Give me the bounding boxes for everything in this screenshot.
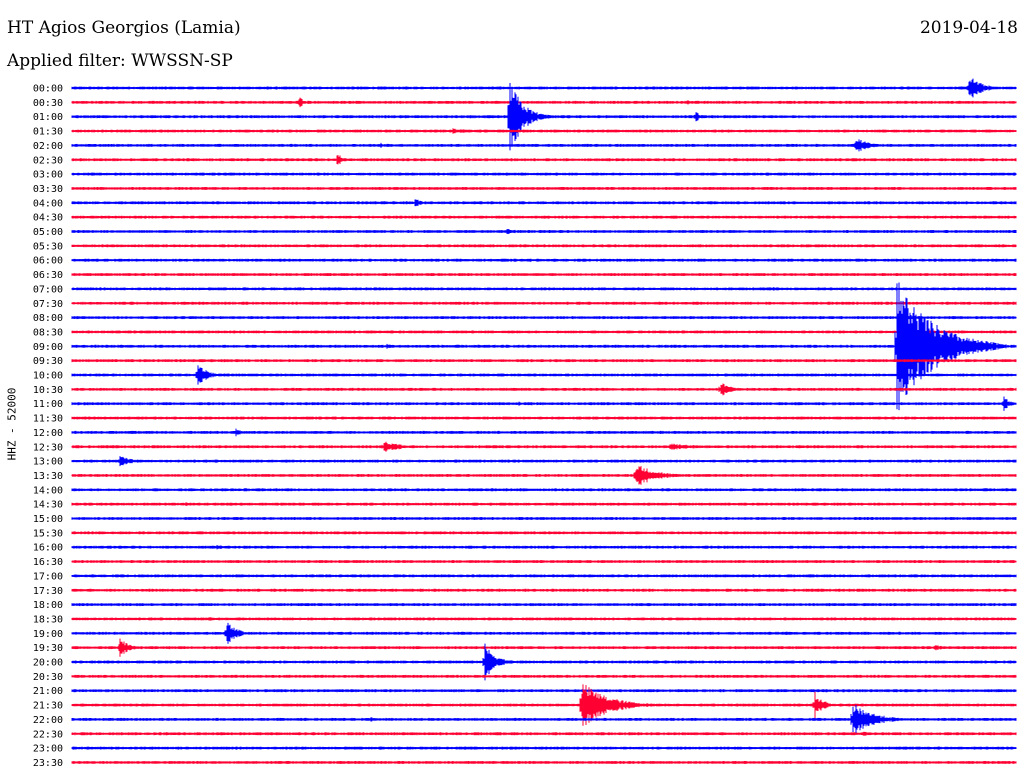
time-label: 19:30 xyxy=(33,643,63,654)
time-label: 23:00 xyxy=(33,744,63,755)
time-label: 15:30 xyxy=(33,528,63,539)
time-label: 14:00 xyxy=(33,485,63,496)
time-label: 10:30 xyxy=(33,385,63,396)
time-label: 11:00 xyxy=(33,399,63,410)
time-label: 11:30 xyxy=(33,414,63,425)
time-label: 21:00 xyxy=(33,686,63,697)
time-label: 02:30 xyxy=(33,155,63,166)
time-label: 07:00 xyxy=(33,284,63,295)
filter-value: WWSSN-SP xyxy=(131,51,233,71)
date-label: 2019-04-18 xyxy=(919,18,1018,38)
time-label: 20:00 xyxy=(33,658,63,669)
time-labels: 00:00 00:30 01:00 01:30 02:00 02:30 03:00 03:30… xyxy=(33,84,63,769)
time-label: 10:00 xyxy=(33,371,63,382)
time-label: 01:00 xyxy=(33,112,63,123)
time-label: 21:30 xyxy=(33,701,63,712)
time-label: 14:30 xyxy=(33,500,63,511)
time-label: 01:30 xyxy=(33,127,63,138)
station-title: HT Agios Georgios (Lamia) xyxy=(7,18,241,38)
time-label: 09:00 xyxy=(33,342,63,353)
time-label: 19:00 xyxy=(33,629,63,640)
time-label: 07:30 xyxy=(33,299,63,310)
time-label: 05:00 xyxy=(33,227,63,238)
time-label: 20:30 xyxy=(33,672,63,683)
time-label: 09:30 xyxy=(33,356,63,367)
time-label: 22:30 xyxy=(33,729,63,740)
time-label: 13:30 xyxy=(33,471,63,482)
time-label: 03:30 xyxy=(33,184,63,195)
time-label: 02:00 xyxy=(33,141,63,152)
time-label: 13:00 xyxy=(33,457,63,468)
time-label: 16:00 xyxy=(33,543,63,554)
time-label: 06:30 xyxy=(33,270,63,281)
time-label: 17:00 xyxy=(33,571,63,582)
time-label: 17:30 xyxy=(33,586,63,597)
time-label: 12:30 xyxy=(33,442,63,453)
traces xyxy=(71,78,1017,764)
time-label: 08:30 xyxy=(33,327,63,338)
time-label: 16:30 xyxy=(33,557,63,568)
time-label: 18:00 xyxy=(33,600,63,611)
time-label: 04:30 xyxy=(33,213,63,224)
time-label: 18:30 xyxy=(33,614,63,625)
time-label: 12:00 xyxy=(33,428,63,439)
filter-label: Applied filter: xyxy=(7,51,126,71)
time-label: 05:30 xyxy=(33,241,63,252)
time-label: 15:00 xyxy=(33,514,63,525)
time-label: 22:00 xyxy=(33,715,63,726)
time-label: 03:00 xyxy=(33,170,63,181)
time-label: 04:00 xyxy=(33,198,63,209)
filter-info: Applied filter: WWSSN-SP xyxy=(7,51,233,71)
time-label: 00:00 xyxy=(33,84,63,95)
time-label: 00:30 xyxy=(33,98,63,109)
time-label: 08:00 xyxy=(33,313,63,324)
time-label: 06:00 xyxy=(33,256,63,267)
time-label: 23:30 xyxy=(33,758,63,769)
